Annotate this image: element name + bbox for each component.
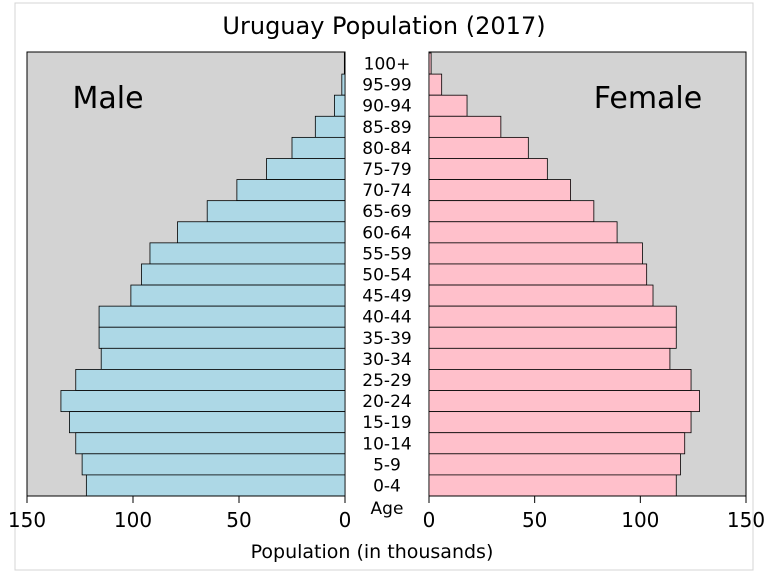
bar-female-35-39 xyxy=(428,326,677,349)
bar-female-20-24 xyxy=(428,390,700,413)
age-label-80-84: 80-84 xyxy=(362,139,411,159)
x-axis-title: Population (in thousands) xyxy=(251,541,494,563)
bar-female-55-59 xyxy=(428,242,643,265)
bar-female-75-79 xyxy=(428,158,548,180)
female-tick-label-100: 100 xyxy=(621,508,659,532)
bar-female-40-44 xyxy=(428,305,677,328)
chart-title: Uruguay Population (2017) xyxy=(222,12,545,40)
age-label-25-29: 25-29 xyxy=(362,371,411,391)
bar-female-95-99 xyxy=(428,73,443,96)
age-label-45-49: 45-49 xyxy=(362,287,411,307)
age-label-10-14: 10-14 xyxy=(362,434,411,454)
male-series-label: Male xyxy=(72,81,143,116)
bar-female-10-14 xyxy=(428,432,686,455)
bar-male-95-99 xyxy=(341,73,346,96)
age-label-65-69: 65-69 xyxy=(362,202,411,222)
age-label-0-4: 0-4 xyxy=(373,476,401,496)
female-series-label: Female xyxy=(594,81,702,116)
bar-male-75-79 xyxy=(266,158,346,180)
bar-female-80-84 xyxy=(428,136,529,159)
bar-female-45-49 xyxy=(428,284,654,307)
age-label-100+: 100+ xyxy=(364,55,411,75)
male-tick-label-50: 50 xyxy=(226,508,251,532)
bar-female-90-94 xyxy=(428,94,468,117)
bar-female-30-34 xyxy=(428,347,671,370)
bar-male-80-84 xyxy=(291,136,346,159)
age-label-20-24: 20-24 xyxy=(362,392,411,412)
bar-male-85-89 xyxy=(314,115,346,138)
bar-male-20-24 xyxy=(60,390,346,413)
age-label-50-54: 50-54 xyxy=(362,266,411,286)
bar-male-90-94 xyxy=(333,94,346,117)
age-label-15-19: 15-19 xyxy=(362,413,411,433)
bar-male-0-4 xyxy=(85,474,346,497)
age-label-35-39: 35-39 xyxy=(362,329,411,349)
age-label-75-79: 75-79 xyxy=(362,160,411,180)
bar-male-5-9 xyxy=(81,453,346,476)
age-label-55-59: 55-59 xyxy=(362,244,411,264)
male-tick-label-0: 0 xyxy=(339,508,352,532)
bar-male-25-29 xyxy=(75,369,346,391)
female-tick-label-0: 0 xyxy=(423,508,436,532)
bar-male-10-14 xyxy=(75,432,346,455)
bar-male-65-69 xyxy=(206,200,346,223)
age-label-40-44: 40-44 xyxy=(362,308,411,328)
bar-female-100+ xyxy=(428,52,432,75)
age-label-95-99: 95-99 xyxy=(362,76,411,96)
bar-male-35-39 xyxy=(98,326,346,349)
bar-male-70-74 xyxy=(236,179,346,202)
bar-female-70-74 xyxy=(428,179,571,202)
age-label-5-9: 5-9 xyxy=(373,455,401,475)
bar-female-50-54 xyxy=(428,263,648,286)
male-tick-label-150: 150 xyxy=(8,508,46,532)
bar-male-60-64 xyxy=(177,221,346,244)
bar-female-0-4 xyxy=(428,474,677,497)
bar-male-40-44 xyxy=(98,305,346,328)
age-label-60-64: 60-64 xyxy=(362,223,411,243)
age-label-85-89: 85-89 xyxy=(362,118,411,138)
bar-male-55-59 xyxy=(149,242,346,265)
female-tick-label-50: 50 xyxy=(522,508,547,532)
bar-female-5-9 xyxy=(428,453,681,476)
bar-male-50-54 xyxy=(141,263,346,286)
bar-male-15-19 xyxy=(69,411,346,434)
age-label-30-34: 30-34 xyxy=(362,350,411,370)
female-tick-label-150: 150 xyxy=(727,508,765,532)
bar-female-65-69 xyxy=(428,200,595,223)
bar-male-45-49 xyxy=(130,284,346,307)
bar-female-15-19 xyxy=(428,411,692,434)
male-tick-label-100: 100 xyxy=(114,508,152,532)
bar-female-60-64 xyxy=(428,221,618,244)
bar-female-85-89 xyxy=(428,115,502,138)
bar-male-30-34 xyxy=(100,347,346,370)
bar-female-25-29 xyxy=(428,369,692,391)
bar-male-100+ xyxy=(343,52,346,75)
age-label-90-94: 90-94 xyxy=(362,97,411,117)
age-label-70-74: 70-74 xyxy=(362,181,411,201)
age-axis-label: Age xyxy=(371,499,404,519)
